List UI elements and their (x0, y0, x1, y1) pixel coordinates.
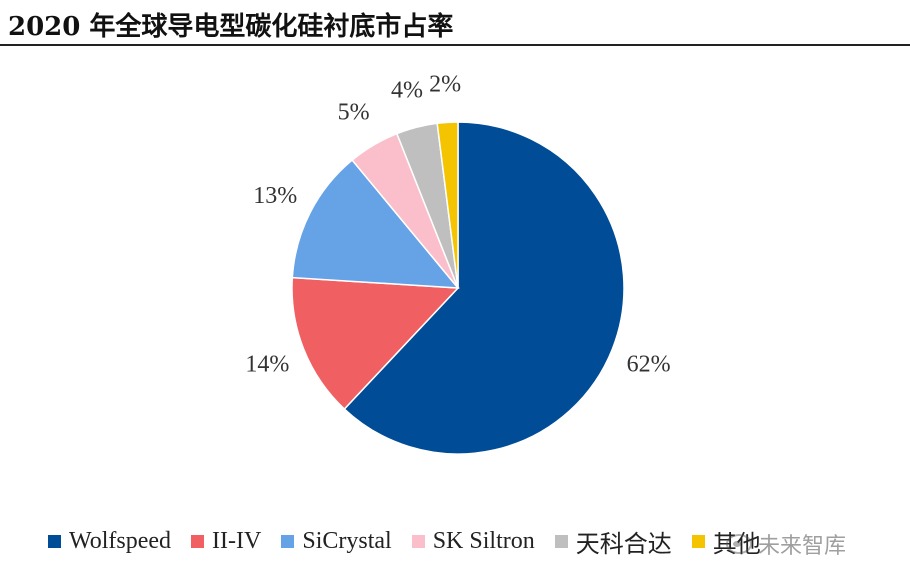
legend-item-II-IV: II-IV (191, 528, 261, 555)
legend-item-Wolfspeed: Wolfspeed (48, 528, 171, 555)
pie-label-SiCrystal: 13% (253, 183, 297, 209)
legend-item-天科合达: 天科合达 (554, 524, 672, 559)
chart-title: 2020 年全球导电型碳化硅衬底市占率 (8, 12, 454, 42)
legend-label: II-IV (212, 528, 262, 554)
legend-swatch (554, 535, 568, 548)
legend-swatch (48, 535, 61, 548)
pie-labels: 62% 14% 13% 5% 4% 2% (245, 71, 670, 377)
pie-label-SK Siltron: 5% (338, 100, 370, 126)
watermark-text: 未来智库 (758, 534, 847, 559)
pie-label-II-IV: 14% (245, 352, 289, 378)
legend-swatch (411, 535, 425, 548)
pie-label-天科合达: 4% (391, 77, 423, 103)
legend-swatch (191, 535, 205, 548)
legend-label: 天科合达 (575, 532, 672, 558)
pie-label-其他: 2% (429, 71, 461, 97)
pie-slice-SiCrystal (291, 159, 460, 289)
camera-logo-icon (726, 534, 752, 554)
legend-swatch (281, 535, 295, 548)
legend-item-SiCrystal: SiCrystal (281, 528, 392, 555)
watermark: 未来智库 (726, 528, 846, 560)
legend-label: Wolfspeed (69, 528, 172, 554)
pie-slice-其他 (436, 121, 459, 289)
legend-label: SiCrystal (302, 528, 392, 554)
legend-label: SK Siltron (432, 528, 535, 554)
legend-swatch (691, 535, 705, 548)
pie-slice-II-IV (291, 276, 460, 411)
pie-slices (291, 121, 625, 455)
legend-item-SK Siltron: SK Siltron (411, 528, 535, 555)
title-bar: 2020 年全球导电型碳化硅衬底市占率 (0, 0, 910, 46)
pie-slice-Wolfspeed (343, 121, 625, 455)
pie-label-Wolfspeed: 62% (627, 352, 671, 378)
legend: Wolfspeed II-IV SiCrystal SK Siltron 天科合达 其他 (48, 524, 781, 559)
